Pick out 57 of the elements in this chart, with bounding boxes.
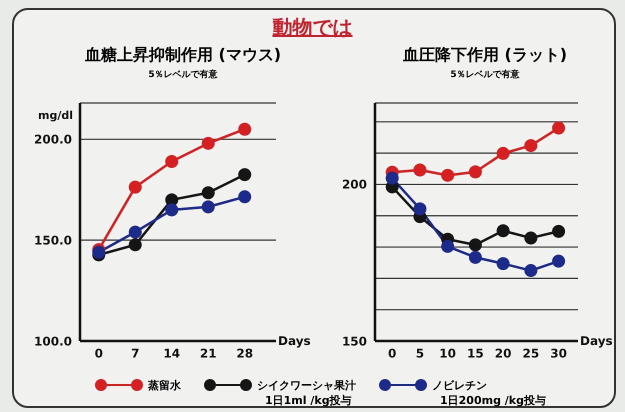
point [128, 180, 142, 194]
point [524, 231, 538, 244]
point [496, 257, 510, 270]
x-tick-label: 5 [416, 346, 424, 361]
point [165, 154, 178, 168]
x-tick-label: 0 [388, 346, 396, 361]
x-tick-label: 25 [522, 346, 540, 361]
point [468, 165, 482, 178]
point [496, 224, 510, 238]
point [441, 240, 454, 253]
point [202, 200, 215, 214]
x-axis-title: Days [580, 334, 613, 348]
point [92, 246, 106, 259]
x-tick-label: 30 [550, 346, 567, 361]
point [386, 172, 399, 185]
y-axis-title: mg/dl [38, 109, 73, 122]
point [238, 168, 252, 182]
point [441, 168, 454, 182]
point [468, 238, 482, 252]
x-tick-label: 28 [236, 346, 254, 361]
point [238, 190, 252, 204]
text: 動物では [272, 14, 354, 41]
point [238, 122, 252, 136]
point [552, 122, 566, 135]
x-tick-label: 20 [494, 346, 512, 361]
chart-subtitle: 5％レベルで有意 [147, 68, 219, 81]
x-tick-label: 7 [131, 346, 140, 361]
point [468, 250, 482, 264]
x-tick-label: 21 [200, 346, 217, 361]
y-tick-label: 150 [342, 334, 367, 348]
legend-label: 蒸留水 [148, 378, 181, 393]
point [202, 186, 215, 200]
point [524, 139, 538, 152]
y-tick-label: 150.0 [34, 233, 72, 248]
chart-title: 血圧降下作用 (ラット) [402, 45, 568, 66]
point [128, 226, 142, 239]
x-tick-label: 14 [163, 346, 180, 361]
point [552, 224, 566, 238]
point [524, 264, 538, 278]
legend-label: シイクワーシャ果汁 1日1ml /kg投与 [257, 378, 356, 408]
point [496, 146, 510, 160]
point [165, 203, 178, 216]
legend-label: ノビレチン 1日200mg /kg投与 [432, 378, 546, 408]
point [552, 254, 566, 268]
point [202, 136, 215, 150]
chart-title: 血糖上昇抑制作用 (マウス) [84, 45, 282, 66]
x-axis-title: Days [278, 334, 311, 348]
x-tick-label: 15 [467, 346, 484, 361]
y-tick-label: 100.0 [34, 334, 72, 348]
y-tick-label: 200.0 [34, 132, 72, 147]
x-tick-label: 10 [439, 346, 456, 361]
point [128, 238, 142, 252]
point [413, 164, 426, 177]
y-tick-label: 200 [342, 178, 367, 192]
x-tick-label: 0 [94, 346, 103, 361]
point [413, 202, 426, 216]
chart-subtitle: 5％レベルで有意 [449, 68, 521, 81]
